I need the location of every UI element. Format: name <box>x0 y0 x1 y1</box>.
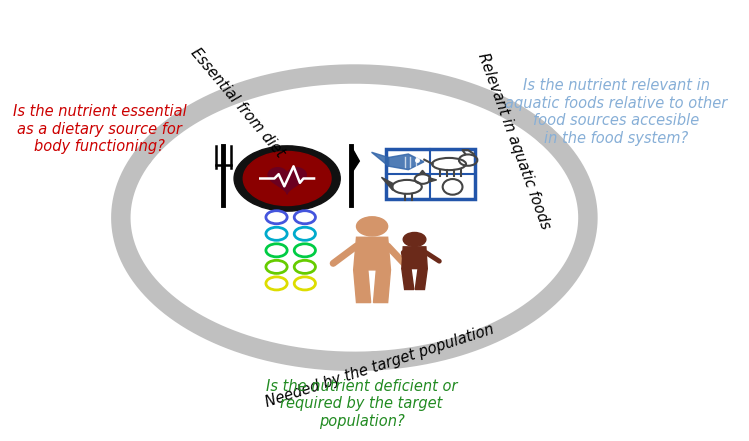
Polygon shape <box>401 269 414 289</box>
Polygon shape <box>419 170 425 174</box>
Text: Essential from diet: Essential from diet <box>188 45 288 160</box>
Circle shape <box>357 217 388 236</box>
Polygon shape <box>429 178 437 182</box>
Text: Needed by the target population: Needed by the target population <box>263 321 495 410</box>
Circle shape <box>167 102 542 333</box>
Polygon shape <box>389 154 424 170</box>
Text: Is the nutrient essential
as a dietary source for
body functioning?: Is the nutrient essential as a dietary s… <box>13 105 187 154</box>
Polygon shape <box>268 168 306 194</box>
Circle shape <box>243 152 331 206</box>
Text: Is the nutrient deficient or
required by the target
population?: Is the nutrient deficient or required by… <box>266 379 457 429</box>
FancyBboxPatch shape <box>386 149 475 199</box>
Text: Relevant in aquatic foods: Relevant in aquatic foods <box>475 51 553 232</box>
Circle shape <box>403 232 426 247</box>
Polygon shape <box>381 177 392 191</box>
Text: Is the nutrient relevant in
aquatic foods relative to other
food sources accesib: Is the nutrient relevant in aquatic food… <box>505 78 727 146</box>
Polygon shape <box>354 270 371 303</box>
Polygon shape <box>372 152 389 166</box>
Circle shape <box>234 146 340 211</box>
Polygon shape <box>415 269 427 289</box>
Polygon shape <box>351 146 360 174</box>
Polygon shape <box>354 237 390 270</box>
Polygon shape <box>401 247 427 269</box>
Polygon shape <box>374 270 390 303</box>
